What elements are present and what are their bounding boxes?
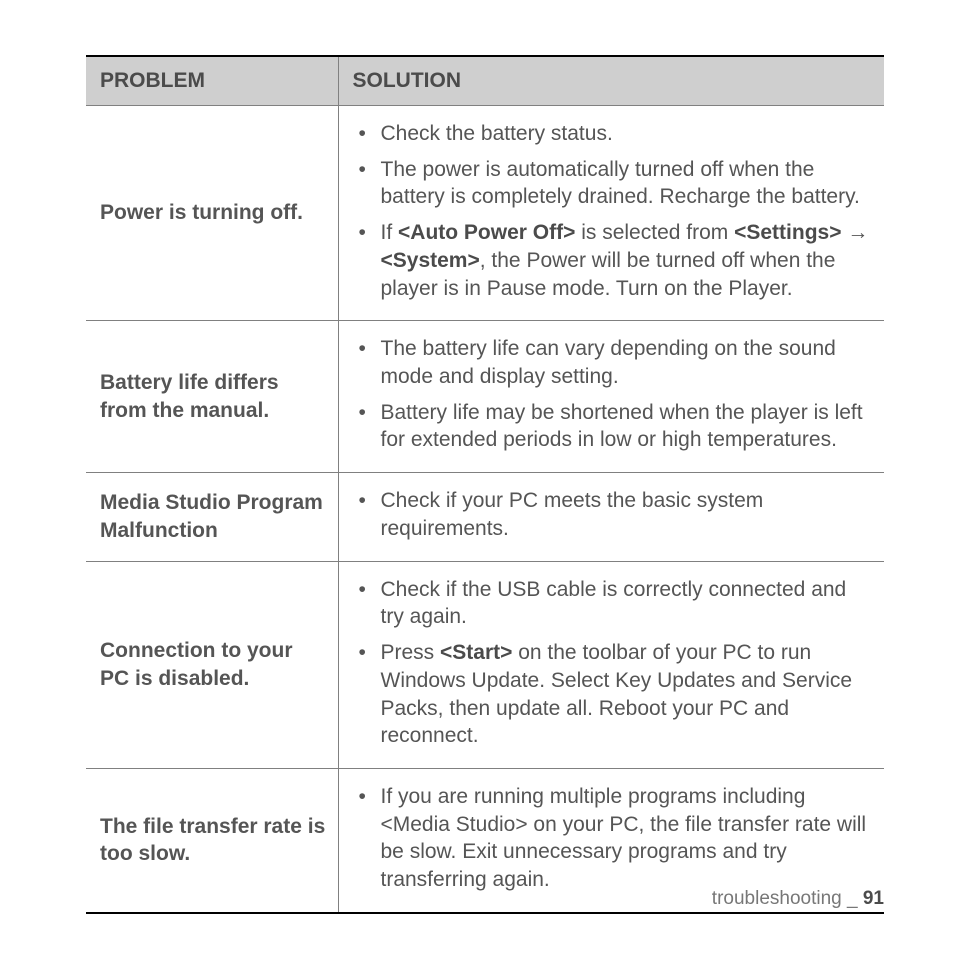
list-item: The battery life can vary depending on t… [345, 331, 873, 394]
solution-cell: Check if your PC meets the basic system … [338, 473, 884, 561]
solution-cell: Check the battery status. The power is au… [338, 106, 884, 321]
text-segment: → [841, 221, 868, 244]
list-item: If you are running multiple programs inc… [345, 779, 873, 898]
list-item: Battery life may be shortened when the p… [345, 395, 873, 458]
bold-term: <Settings> [734, 221, 841, 244]
text-segment: If you are running multiple programs inc… [381, 785, 867, 891]
text-segment: is selected from [575, 221, 734, 244]
footer-separator: _ [842, 888, 863, 909]
list-item: Press <Start> on the toolbar of your PC … [345, 635, 873, 754]
problem-cell: Battery life differs from the manual. [86, 321, 338, 473]
solution-list: Check the battery status. The power is au… [345, 116, 873, 306]
page-footer: troubleshooting _ 91 [712, 888, 884, 910]
bold-term: <Start> [440, 641, 512, 664]
table-header-row: PROBLEM SOLUTION [86, 56, 884, 106]
table-row: Battery life differs from the manual. The… [86, 321, 884, 473]
problem-cell: Connection to your PC is disabled. [86, 561, 338, 768]
problem-cell: Media Studio Program Malfunction [86, 473, 338, 561]
list-item: If <Auto Power Off> is selected from <Se… [345, 215, 873, 306]
solution-list: If you are running multiple programs inc… [345, 779, 873, 898]
table-row: Power is turning off.Check the battery s… [86, 106, 884, 321]
bold-term: <Auto Power Off> [398, 221, 575, 244]
text-segment: Check the battery status. [381, 122, 613, 145]
solution-list: Check if your PC meets the basic system … [345, 483, 873, 546]
solution-list: Check if the USB cable is correctly conn… [345, 572, 873, 754]
problem-cell: Power is turning off. [86, 106, 338, 321]
list-item: The power is automatically turned off wh… [345, 152, 873, 215]
text-segment: Battery life may be shortened when the p… [381, 401, 863, 452]
table-row: Connection to your PC is disabled. Check … [86, 561, 884, 768]
footer-page-number: 91 [863, 888, 884, 909]
table-row: Media Studio Program Malfunction Check if… [86, 473, 884, 561]
bold-term: <System> [381, 249, 480, 272]
footer-section: troubleshooting [712, 888, 842, 909]
page: PROBLEM SOLUTION Power is turning off.Ch… [0, 0, 954, 954]
solution-list: The battery life can vary depending on t… [345, 331, 873, 458]
text-segment: The battery life can vary depending on t… [381, 337, 836, 388]
text-segment: If [381, 221, 399, 244]
list-item: Check the battery status. [345, 116, 873, 152]
text-segment: Check if the USB cable is correctly conn… [381, 578, 847, 629]
text-segment: Press [381, 641, 441, 664]
solution-cell: The battery life can vary depending on t… [338, 321, 884, 473]
col-header-problem: PROBLEM [86, 56, 338, 106]
list-item: Check if the USB cable is correctly conn… [345, 572, 873, 635]
table-body: Power is turning off.Check the battery s… [86, 106, 884, 913]
problem-cell: The file transfer rate is too slow. [86, 768, 338, 912]
text-segment: The power is automatically turned off wh… [381, 158, 860, 209]
text-segment: Check if your PC meets the basic system … [381, 489, 764, 540]
list-item: Check if your PC meets the basic system … [345, 483, 873, 546]
troubleshooting-table: PROBLEM SOLUTION Power is turning off.Ch… [86, 55, 884, 914]
solution-cell: Check if the USB cable is correctly conn… [338, 561, 884, 768]
col-header-solution: SOLUTION [338, 56, 884, 106]
